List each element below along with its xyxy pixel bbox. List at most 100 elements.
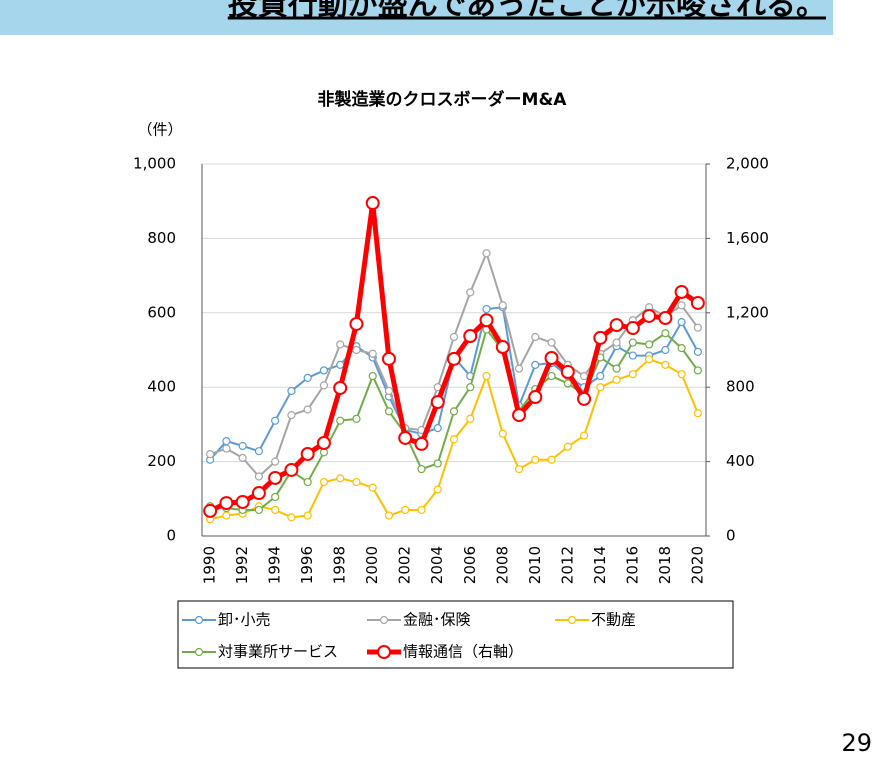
point-marker <box>368 371 377 381</box>
legend-box <box>177 600 734 669</box>
point-marker <box>479 313 494 328</box>
point-marker <box>203 503 218 518</box>
x-tick-label: 2008 <box>493 546 511 584</box>
point-marker <box>316 436 331 450</box>
y2-tick-label: 1,600 <box>726 229 769 247</box>
point-marker <box>254 472 264 481</box>
point-marker <box>466 383 475 392</box>
point-marker <box>658 311 673 326</box>
point-marker <box>336 360 345 369</box>
point-marker <box>693 347 702 356</box>
point-marker <box>254 447 264 456</box>
point-marker <box>271 457 280 466</box>
point-marker <box>447 351 461 366</box>
point-marker <box>430 395 445 410</box>
point-marker <box>531 360 540 369</box>
point-marker <box>284 462 299 477</box>
point-marker <box>498 429 507 438</box>
point-marker <box>449 332 459 342</box>
legend-label: 不動産 <box>591 611 636 629</box>
point-marker <box>674 284 689 299</box>
point-marker <box>563 442 572 451</box>
legend-marker <box>194 647 204 657</box>
point-marker <box>495 340 510 355</box>
point-marker <box>644 355 654 364</box>
point-marker <box>693 323 702 332</box>
point-marker <box>333 380 348 395</box>
point-marker <box>449 435 459 444</box>
y2-tick-label: 2,000 <box>726 155 769 173</box>
point-marker <box>336 416 345 425</box>
legend-label: 金融･保険 <box>403 611 471 629</box>
point-marker <box>644 340 654 349</box>
point-marker <box>336 340 345 349</box>
point-marker <box>352 414 361 423</box>
point-marker <box>222 511 231 520</box>
x-tick-label: 1994 <box>266 546 284 584</box>
point-marker <box>693 366 702 375</box>
point-marker <box>417 505 426 515</box>
point-marker <box>287 386 296 396</box>
x-tick-label: 2000 <box>363 546 381 584</box>
point-marker <box>268 470 283 485</box>
point-marker <box>531 455 540 464</box>
point-marker <box>336 474 345 483</box>
x-tick-label: 2016 <box>623 546 641 584</box>
y-tick-label: 200 <box>147 452 176 470</box>
y-tick-label: 1,000 <box>133 155 176 173</box>
point-marker <box>612 338 621 347</box>
page-number: 29 <box>841 729 872 757</box>
legend-label: 対事業所サービス <box>218 643 338 661</box>
point-marker <box>287 513 296 522</box>
point-marker <box>365 196 380 211</box>
legend-marker <box>567 615 577 625</box>
x-tick-label: 2012 <box>558 546 576 584</box>
x-tick-label: 2002 <box>396 546 414 584</box>
point-marker <box>384 511 394 520</box>
point-marker <box>449 407 459 416</box>
point-marker <box>303 373 312 382</box>
point-marker <box>628 370 637 379</box>
point-marker <box>433 424 442 433</box>
x-tick-label: 2018 <box>656 546 674 584</box>
point-marker <box>482 371 491 381</box>
point-marker <box>287 411 296 420</box>
point-marker <box>690 295 705 310</box>
header-text: 投資行動が盛んであったことが示唆される。 <box>228 0 826 23</box>
point-marker <box>677 301 686 310</box>
point-marker <box>596 371 605 381</box>
point-marker <box>433 485 442 494</box>
point-marker <box>693 409 702 418</box>
point-marker <box>433 459 442 468</box>
point-marker <box>579 371 589 381</box>
x-tick-label: 2004 <box>428 546 446 584</box>
chart-title: 非製造業のクロスボーダーM&A <box>318 89 568 110</box>
y2-tick-label: 0 <box>726 527 736 545</box>
point-marker <box>319 366 329 375</box>
point-marker <box>206 450 215 459</box>
point-marker <box>368 349 377 358</box>
point-marker <box>271 416 280 425</box>
point-marker <box>514 364 524 373</box>
y-tick-label: 600 <box>147 303 176 321</box>
point-marker <box>593 330 608 345</box>
point-marker <box>625 321 640 336</box>
point-marker <box>271 505 280 515</box>
x-tick-label: 1990 <box>201 546 219 584</box>
legend-marker <box>377 645 391 659</box>
point-marker <box>677 344 686 353</box>
point-marker <box>222 444 231 453</box>
point-marker <box>544 350 559 365</box>
point-marker <box>219 496 234 511</box>
point-marker <box>609 318 624 333</box>
point-marker <box>401 505 410 515</box>
y-tick-label: 0 <box>166 527 176 545</box>
point-marker <box>482 304 491 314</box>
y2-tick-label: 800 <box>726 378 755 396</box>
point-marker <box>349 316 364 331</box>
point-marker <box>466 414 475 423</box>
point-marker <box>352 345 361 355</box>
point-marker <box>612 364 621 373</box>
point-marker <box>303 477 312 487</box>
